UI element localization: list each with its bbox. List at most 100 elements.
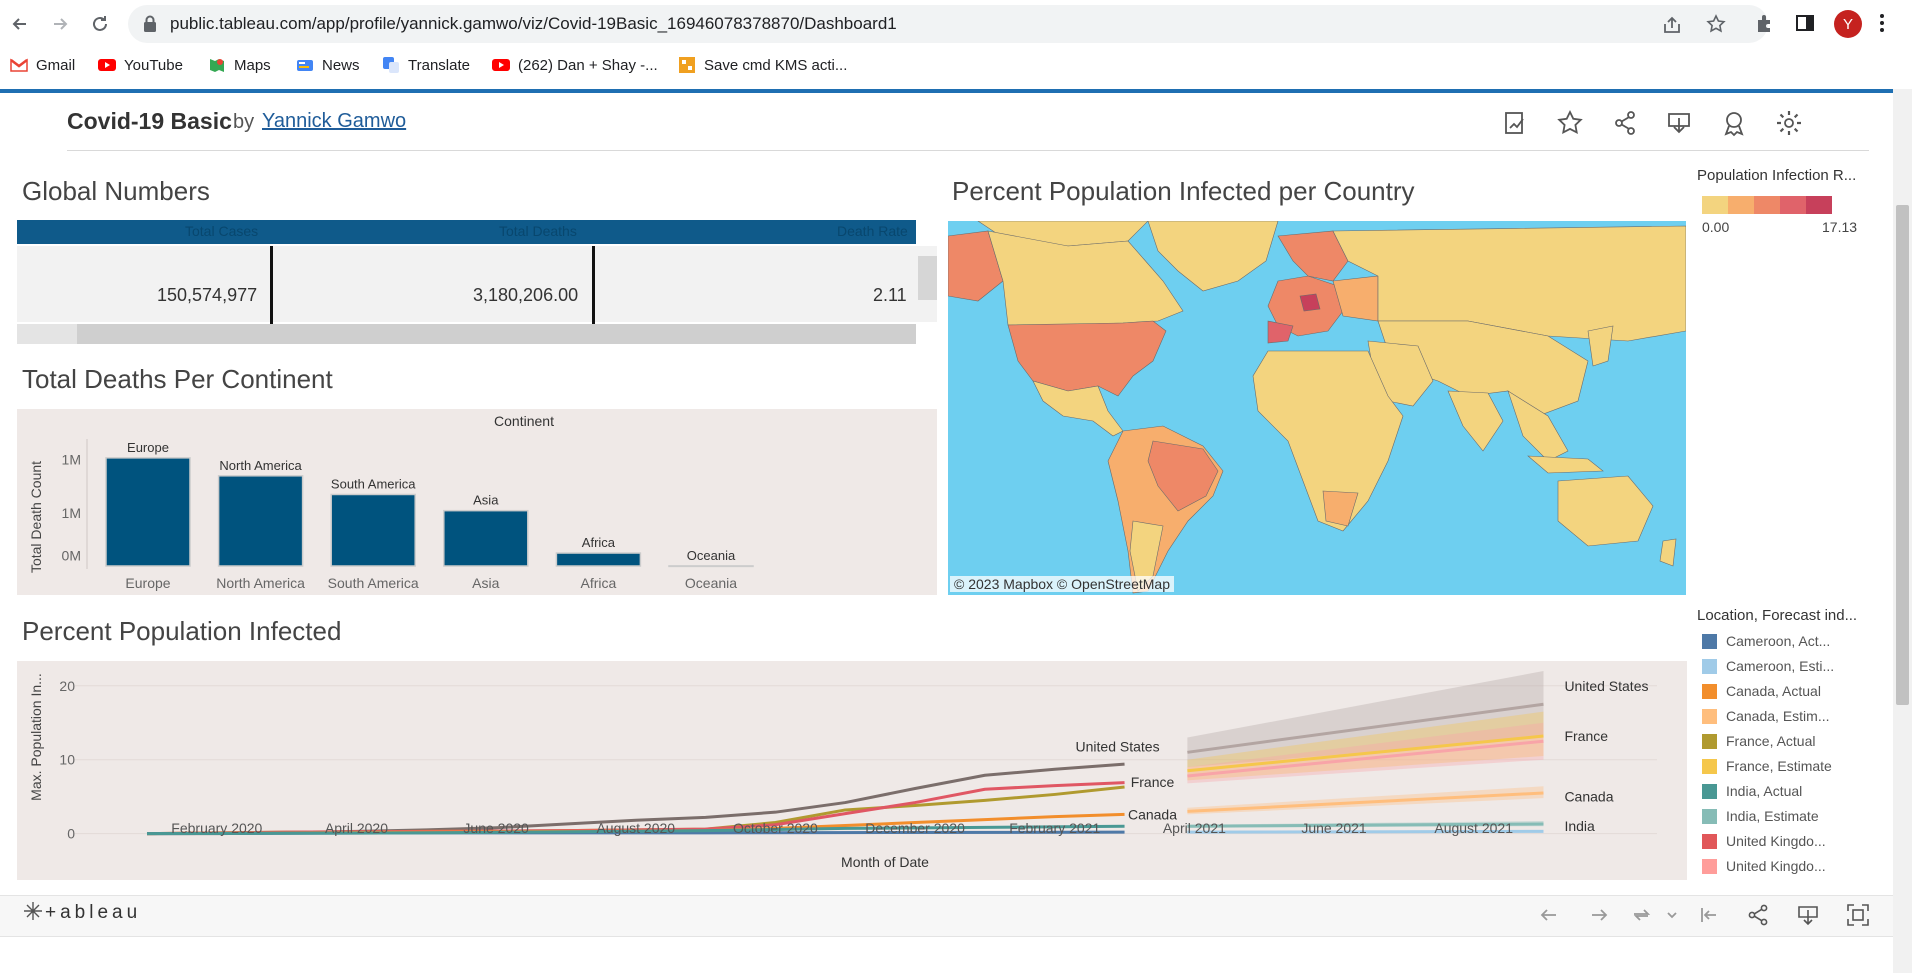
legend-max-value: 17.13 [1822,219,1858,235]
extensions-icon[interactable] [1754,12,1776,34]
redo-icon[interactable] [1586,902,1612,928]
fullscreen-icon[interactable] [1845,902,1871,928]
deaths-bar-chart[interactable]: Continent Total Death Count 1M 1M 0M Europ… [17,409,937,595]
legend-item-cameroon-estimate[interactable]: Cameroon, Esti... [1702,658,1834,674]
legend-item-india-estimate[interactable]: India, Estimate [1702,808,1819,824]
column-divider [270,246,273,324]
legend-item-france-estimate[interactable]: France, Estimate [1702,758,1832,774]
bookmark-kms[interactable]: Save cmd KMS acti... [678,56,847,74]
legend-item-cameroon-actual[interactable]: Cameroon, Act... [1702,633,1830,649]
forecast-line-france[interactable] [1187,734,1544,773]
settings-gear-icon[interactable] [1774,108,1804,138]
world-map-svg [948,221,1686,594]
bookmark-translate[interactable]: Translate [382,56,470,74]
x-tick-label: South America [328,575,419,591]
arrow-right-icon [54,18,68,30]
browser-chrome: public.tableau.com/app/profile/yannick.g… [0,0,1912,90]
legend-label: France, Actual [1726,733,1816,749]
tableau-cross-icon [24,902,42,920]
undo-icon[interactable] [1536,902,1562,928]
legend-item-uk-estimate[interactable]: United Kingdo... [1702,858,1826,874]
usa-shape [1007,320,1167,397]
share-icon[interactable] [1745,902,1771,928]
bar-oceania[interactable] [668,565,754,568]
chevron-down-icon[interactable] [1665,902,1679,928]
tableau-toolbar [0,895,1893,937]
series-line-india[interactable] [146,824,1125,836]
forecast-line-united-kingdom[interactable] [1187,739,1544,778]
bookmark-gmail[interactable]: Gmail [10,56,75,74]
bookmark-dan-shay[interactable]: (262) Dan + Shay -... [492,56,658,74]
bar-north-america[interactable] [217,475,304,567]
bookmark-youtube[interactable]: YouTube [98,56,183,74]
revert-icon[interactable] [1630,902,1656,928]
page-scrollbar-thumb[interactable] [1896,205,1909,705]
legend-swatch [1702,733,1717,749]
legend-item-canada-estimate[interactable]: Canada, Estim... [1702,708,1830,724]
bookmark-label: Translate [408,56,470,74]
y-tick-label: 10 [59,752,75,768]
x-tick-label: October 2020 [733,820,818,836]
bookmark-star-icon[interactable] [1706,14,1726,34]
iberia-shape [1267,320,1294,344]
reload-button[interactable] [86,10,114,38]
bar-africa[interactable] [555,552,642,567]
y-tick-label: 0M [62,547,81,563]
favorite-star-icon[interactable] [1555,108,1585,138]
forecast-line-cameroon[interactable] [1187,829,1544,834]
legend-item-uk-actual[interactable]: United Kingdo... [1702,833,1826,849]
share-icon[interactable] [1610,108,1640,138]
viz-author-link[interactable]: Yannick Gamwo [262,110,407,132]
world-map[interactable] [948,221,1686,595]
x-axis-label: Month of Date [841,854,929,870]
infected-line-chart[interactable]: Max. Population In... Month of Date Unit… [17,661,1687,880]
bar-asia[interactable] [443,509,529,567]
table-horizontal-scrollbar-thumb[interactable] [77,324,916,344]
legend-gradient-step [1806,196,1832,214]
legend-label: Canada, Estim... [1726,708,1830,724]
legend-gradient-step [1728,196,1754,214]
legend-label: India, Actual [1726,783,1803,799]
table-vertical-scrollbar-thumb[interactable] [918,256,937,300]
kebab-menu-icon[interactable] [1878,12,1886,34]
legend-label: Cameroon, Act... [1726,633,1831,649]
download-icon[interactable] [1795,902,1821,928]
legend-swatch [1702,758,1717,774]
share-page-icon[interactable] [1662,15,1682,35]
edit-viz-icon[interactable] [1500,108,1530,138]
download-icon[interactable] [1664,108,1694,138]
y-axis-label: Total Death Count [28,461,44,573]
bookmark-maps[interactable]: Maps [208,56,271,74]
tableau-logo[interactable]: +ableau [23,901,141,924]
total-deaths-value: 3,180,206.00 [473,285,579,305]
bookmark-label: (262) Dan + Shay -... [518,56,658,74]
x-tick-label: North America [216,575,305,591]
legend-item-france-actual[interactable]: France, Actual [1702,733,1816,749]
legend-swatch [1702,633,1717,649]
legend-label: United Kingdo... [1726,858,1826,874]
bar-europe[interactable] [105,457,191,567]
forecast-line-canada[interactable] [1187,791,1544,813]
x-tick-label: December 2020 [865,820,965,836]
header-death-rate: Death Rate [837,223,908,239]
side-panel-icon[interactable] [1794,12,1816,34]
column-divider [592,246,595,324]
forward-button[interactable] [46,10,74,38]
legend-min-value: 0.00 [1702,219,1730,235]
legend-gradient-step [1702,196,1728,214]
profile-avatar[interactable]: Y [1834,10,1862,38]
legend-item-india-actual[interactable]: India, Actual [1702,783,1802,799]
back-button[interactable] [6,10,34,38]
reset-to-start-icon[interactable] [1696,902,1722,928]
bar-south-america[interactable] [330,493,416,567]
legend-label: Canada, Actual [1726,683,1821,699]
legend-item-canada-actual[interactable]: Canada, Actual [1702,683,1821,699]
badge-icon[interactable] [1719,108,1749,138]
greenland-shape [1147,221,1279,292]
bar-data-label: Europe [127,440,169,455]
bookmark-news[interactable]: News [296,56,360,74]
address-bar[interactable]: public.tableau.com/app/profile/yannick.g… [128,5,1768,43]
africa-shape [1252,350,1404,532]
forecast-line-india[interactable] [1187,822,1544,828]
forecast-line-united-states[interactable] [1187,702,1544,754]
